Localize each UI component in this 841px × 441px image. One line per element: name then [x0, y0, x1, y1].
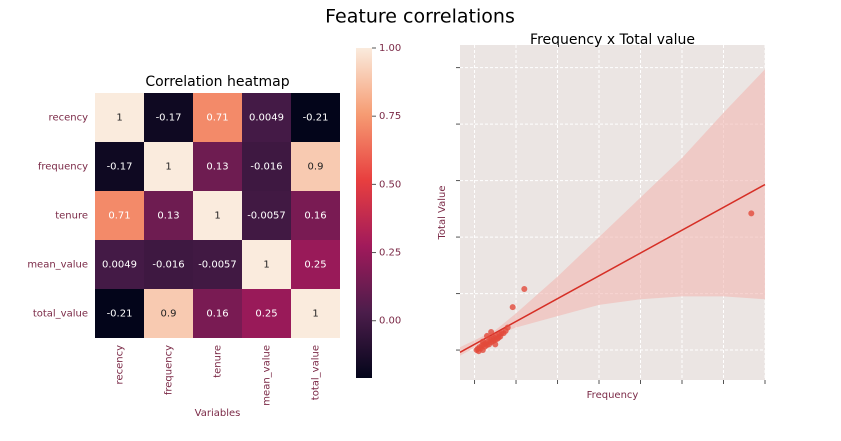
heatmap-cell: [144, 191, 193, 240]
scatter-point: [509, 304, 516, 311]
x-tick-label: tenure: [213, 345, 224, 378]
cell-label: 0.0049: [102, 260, 137, 271]
cell-label: 1: [263, 260, 269, 271]
heatmap-cell: [291, 191, 340, 240]
cell-label: -0.016: [250, 162, 282, 173]
scatter-point: [492, 341, 499, 348]
heatmap-cell: [144, 93, 193, 142]
heatmap-cell: [291, 289, 340, 338]
x-axis-label: Frequency: [587, 390, 639, 401]
y-axis-label: Total Value: [437, 186, 448, 241]
heatmap-cell: [95, 142, 144, 191]
regression-line: [459, 183, 766, 353]
cell-label: 0.71: [108, 211, 130, 222]
cell-label: 0.9: [161, 309, 177, 320]
colorbar-tick-label: 0.50: [379, 179, 401, 190]
cell-label: 1: [312, 309, 318, 320]
heatmap-cell: [291, 142, 340, 191]
confidence-band: [460, 69, 765, 356]
heatmap-cell: [193, 240, 242, 289]
cell-label: 0.16: [206, 309, 228, 320]
heatmap-cell: [193, 142, 242, 191]
heatmap-cell: [291, 93, 340, 142]
cell-label: 0.13: [157, 211, 179, 222]
subplot-title: Correlation heatmap: [145, 74, 289, 90]
cell-label: 0.71: [206, 113, 228, 124]
scatter-point: [488, 328, 495, 335]
cell-label: 0.13: [206, 162, 228, 173]
heatmap-cell: [144, 142, 193, 191]
x-axis-label: Variables: [195, 408, 241, 419]
heatmap-cell: [95, 191, 144, 240]
cell-label: -0.17: [156, 113, 182, 124]
heatmap-cell: [242, 289, 291, 338]
heatmap-cell: [95, 240, 144, 289]
y-tick-label: recency: [49, 113, 89, 124]
heatmap-cell: [95, 289, 144, 338]
scatter-point: [483, 332, 490, 339]
colorbar-tick-label: 0.00: [379, 316, 401, 327]
scatter-point: [479, 338, 486, 345]
cell-label: 0.25: [255, 309, 277, 320]
cell-label: 0.25: [304, 260, 326, 271]
subplot-title: Frequency x Total value: [530, 32, 695, 48]
x-tick-label: mean_value: [262, 345, 273, 406]
cell-label: -0.0057: [247, 211, 286, 222]
cell-label: 1: [214, 211, 220, 222]
colorbar-tick-label: 1.00: [379, 43, 401, 54]
figure-title: Feature correlations: [325, 6, 515, 28]
heatmap-cell: [242, 240, 291, 289]
scatter-point: [748, 210, 755, 217]
heatmap-cell: [242, 191, 291, 240]
cell-label: -0.0057: [198, 260, 237, 271]
y-tick-label: total_value: [33, 309, 88, 320]
heatmap-cell: [95, 93, 144, 142]
cell-label: 0.16: [304, 211, 326, 222]
heatmap-cell: [242, 142, 291, 191]
y-tick-label: tenure: [55, 211, 88, 222]
x-tick-label: frequency: [164, 345, 175, 395]
cell-label: -0.21: [303, 113, 329, 124]
cell-label: 0.0049: [249, 113, 284, 124]
cell-label: 0.9: [308, 162, 324, 173]
heatmap-cell: [144, 240, 193, 289]
cell-label: -0.17: [107, 162, 133, 173]
heatmap-cell: [193, 289, 242, 338]
scatter-point: [504, 324, 511, 331]
colorbar-tick-label: 0.25: [379, 248, 401, 259]
scatter-point: [521, 286, 528, 293]
colorbar: [356, 48, 372, 378]
x-tick-label: total_value: [311, 345, 322, 400]
heatmap-cell: [193, 93, 242, 142]
cell-label: 1: [165, 162, 171, 173]
cell-label: -0.21: [107, 309, 133, 320]
y-tick-label: frequency: [38, 162, 88, 173]
heatmap-cell: [242, 93, 291, 142]
cell-label: 1: [116, 113, 122, 124]
cell-label: -0.016: [152, 260, 184, 271]
y-tick-label: mean_value: [27, 260, 88, 271]
heatmap-cell: [291, 240, 340, 289]
colorbar-tick-label: 0.75: [379, 111, 401, 122]
heatmap-cell: [144, 289, 193, 338]
x-tick-label: recency: [115, 345, 126, 385]
heatmap-cell: [193, 191, 242, 240]
